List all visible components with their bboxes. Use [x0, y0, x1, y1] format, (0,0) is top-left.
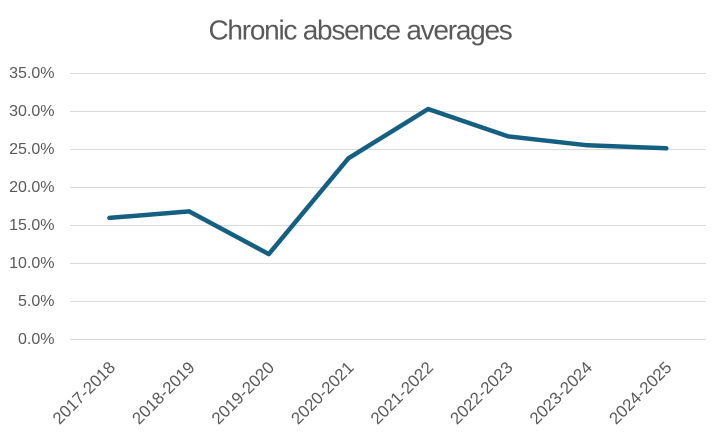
svg-text:0.0%: 0.0%	[18, 331, 54, 348]
svg-text:30.0%: 30.0%	[9, 103, 54, 120]
svg-text:20.0%: 20.0%	[9, 179, 54, 196]
svg-text:10.0%: 10.0%	[9, 255, 54, 272]
svg-text:35.0%: 35.0%	[9, 65, 54, 82]
svg-text:Chronic absence averages: Chronic absence averages	[208, 15, 511, 46]
svg-text:25.0%: 25.0%	[9, 141, 54, 158]
svg-text:5.0%: 5.0%	[18, 293, 54, 310]
svg-text:15.0%: 15.0%	[9, 217, 54, 234]
